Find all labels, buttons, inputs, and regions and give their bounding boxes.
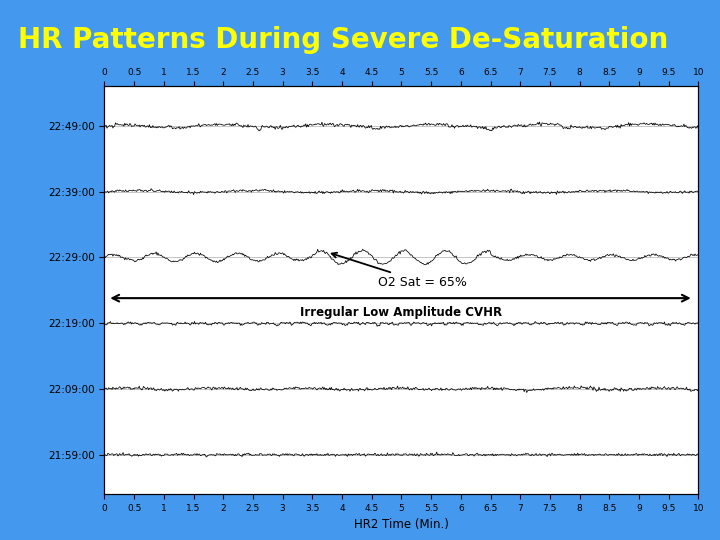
Text: HR Patterns During Severe De-Saturation: HR Patterns During Severe De-Saturation xyxy=(18,26,668,54)
X-axis label: HR2 Time (Min.): HR2 Time (Min.) xyxy=(354,518,449,531)
Text: Irregular Low Amplitude CVHR: Irregular Low Amplitude CVHR xyxy=(300,306,503,319)
Text: O2 Sat = 65%: O2 Sat = 65% xyxy=(332,253,467,289)
